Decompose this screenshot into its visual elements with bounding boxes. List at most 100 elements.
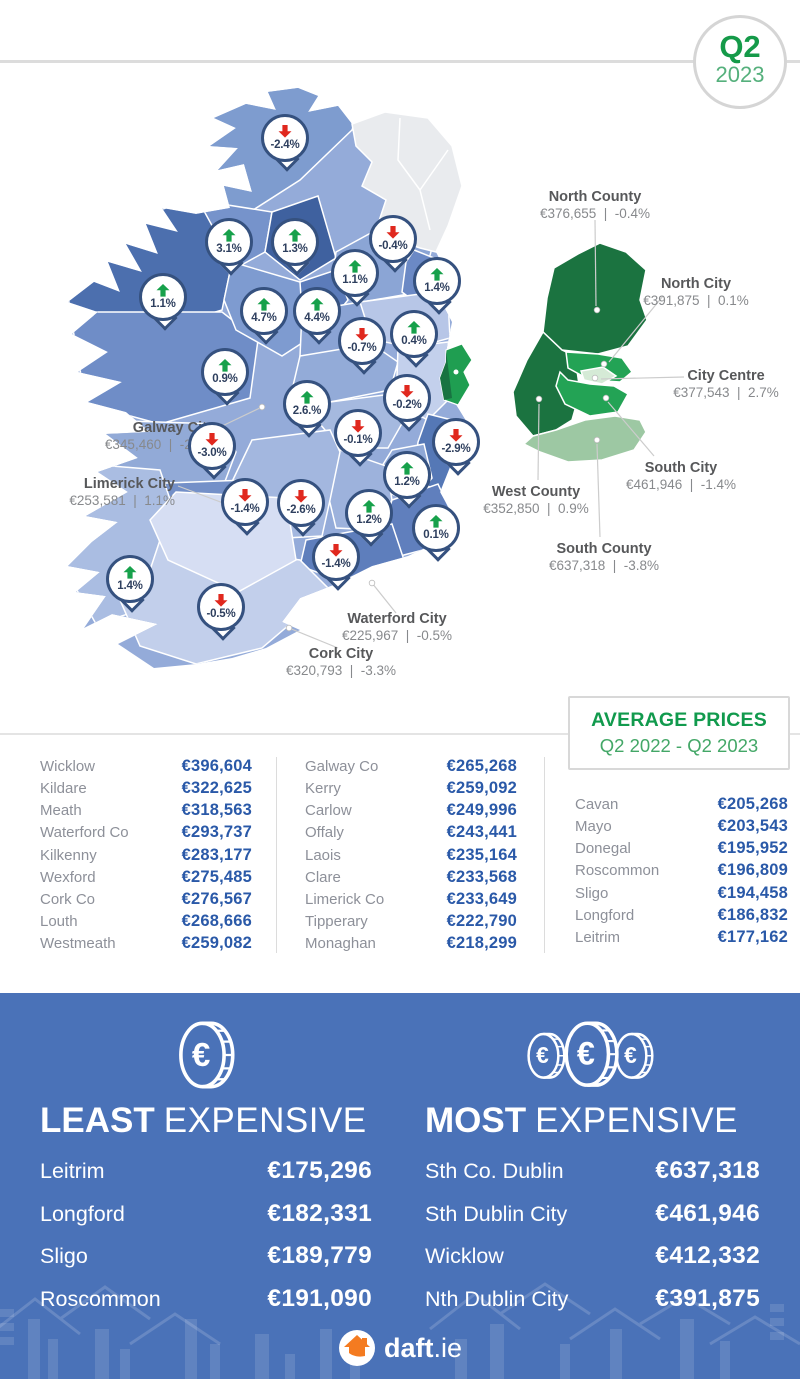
pin-circle: 1.4%: [106, 555, 154, 603]
area-name: South County: [556, 541, 652, 557]
county-name: Leitrim: [575, 928, 621, 946]
map-pins-layer: -2.4% 3.1% 1.3% -0.4% 1.1% 1.4% 1.1% 4.7% 4.4% -0…: [106, 114, 480, 643]
arrow-down-icon: [294, 489, 308, 503]
area-name: North City: [660, 276, 732, 292]
pin-circle: -3.0%: [188, 422, 236, 470]
county-price: €276,567: [181, 889, 252, 908]
pin-circle: -0.5%: [197, 583, 245, 631]
county-price: €177,162: [717, 927, 788, 946]
pin-circle: -2.4%: [261, 114, 309, 162]
arrow-down-icon: [205, 432, 219, 446]
map-pin: -2.4%: [261, 114, 309, 174]
arrow-down-icon: [355, 327, 369, 341]
map-pin: -0.5%: [197, 583, 245, 643]
pin-circle: 1.2%: [345, 489, 393, 537]
price-column-1: Wicklow €396,604 Kildare €322,625 Meath €318,…: [40, 757, 252, 956]
area-value: €352,850 | 0.9%: [483, 500, 589, 516]
county-price: €268,666: [181, 911, 252, 930]
map-pin: 1.2%: [383, 451, 431, 511]
area-value: €637,318 | -3.8%: [548, 557, 660, 573]
area-name: Cork City: [308, 646, 374, 662]
map-pin: -1.4%: [312, 533, 360, 593]
pin-value: 1.3%: [282, 242, 308, 255]
pin-value: 2.6.%: [292, 404, 322, 417]
map-pin: -2.6%: [277, 479, 325, 539]
area-value: €345,460 | -2.1%: [104, 436, 215, 452]
pin-value: -2.9%: [441, 442, 471, 455]
arrow-up-icon: [123, 565, 137, 579]
daft-logo-icon: [338, 1330, 375, 1366]
pin-value: -0.2%: [392, 398, 422, 411]
price-table-row: Waterford Co €293,737: [40, 823, 252, 845]
pin-circle: 0.1%: [412, 504, 460, 552]
county-name: Cavan: [575, 796, 619, 813]
skyline-decoration: [0, 1282, 800, 1379]
arrow-down-icon: [449, 428, 463, 442]
county-name: Limerick Co: [305, 890, 385, 908]
county-name: Offaly: [305, 824, 344, 842]
average-prices-title: AVERAGE PRICES: [591, 709, 767, 731]
pin-value: -0.1%: [343, 433, 373, 446]
county-price: €222,790: [446, 911, 517, 930]
price-table-row: Offaly €243,441: [305, 823, 517, 845]
pin-value: -0.4%: [378, 239, 408, 252]
arrow-up-icon: [156, 283, 170, 297]
county-name: Laois: [305, 846, 341, 864]
map-pin: 1.3%: [271, 218, 319, 278]
pin-value: -3.0%: [197, 446, 227, 459]
row-price: €182,331: [267, 1199, 372, 1227]
most-expensive-block: MOST EXPENSIVE Sth Co. Dublin €637,318 Sth …: [425, 993, 760, 1327]
heading-bold: LEAST: [40, 1101, 155, 1140]
pin-circle: 1.4%: [413, 257, 461, 305]
price-table-row: Leitrim €177,162: [575, 928, 788, 950]
map-pin: 1.2%: [345, 489, 393, 549]
pin-value: 1.2%: [356, 513, 382, 526]
row-price: €461,946: [655, 1199, 760, 1227]
county-name: Kilkenny: [40, 846, 97, 864]
dublin-area-label: North City €391,875 | 0.1%: [643, 276, 749, 310]
city-callout: Cork City €320,793 | -3.3%: [286, 646, 396, 680]
row-name: Sligo: [40, 1244, 88, 1268]
dublin-area-label: South City €461,946 | -1.4%: [626, 460, 736, 494]
county-name: Kerry: [305, 780, 341, 798]
expensive-row: Sth Dublin City €461,946: [425, 1200, 760, 1228]
column-divider: [544, 757, 545, 953]
pin-value: 4.4%: [304, 311, 330, 324]
price-table-row: Donegal €195,952: [575, 839, 788, 861]
top-divider-line: [0, 60, 800, 63]
county-price: €233,649: [446, 889, 517, 908]
row-name: Leitrim: [40, 1159, 105, 1183]
dublin-area-label: West County €352,850 | 0.9%: [483, 484, 589, 518]
expensive-row: Leitrim €175,296: [40, 1157, 372, 1185]
map-pin: 3.1%: [205, 218, 253, 278]
pin-value: -1.4%: [321, 557, 351, 570]
daft-logo-text: daft.ie: [383, 1332, 463, 1363]
city-callout: Limerick City €253,581 | 1.1%: [69, 476, 175, 510]
area-value: €320,793 | -3.3%: [285, 662, 397, 678]
quarter-badge: Q2 2023: [693, 15, 787, 109]
northern-ireland-region: [351, 111, 463, 253]
pin-circle: 1.1%: [331, 249, 379, 297]
dublin-map-region: [439, 343, 473, 406]
price-table-row: Cork Co €276,567: [40, 890, 252, 912]
arrow-up-icon: [400, 461, 414, 475]
map-pin: 0.1%: [412, 504, 460, 564]
price-table-row: Mayo €203,543: [575, 817, 788, 839]
pin-value: 1.4%: [424, 281, 450, 294]
county-price: €194,458: [717, 883, 788, 902]
county-price: €195,952: [717, 839, 788, 858]
most-expensive-heading: MOST EXPENSIVE: [425, 1101, 760, 1141]
pin-circle: 1.1%: [139, 273, 187, 321]
price-table-row: Laois €235,164: [305, 846, 517, 868]
county-price: €233,568: [446, 867, 517, 886]
price-table-row: Westmeath €259,082: [40, 934, 252, 956]
price-table-row: Louth €268,666: [40, 912, 252, 934]
county-name: Cork Co: [40, 890, 96, 908]
row-name: Longford: [40, 1201, 125, 1226]
county-price: €265,268: [446, 757, 517, 775]
expensive-row: Wicklow €412,332: [425, 1242, 760, 1270]
price-column-2: Galway Co €265,268 Kerry €259,092 Carlow €249…: [305, 757, 517, 956]
map-pin: -3.0%: [188, 422, 236, 482]
arrow-up-icon: [348, 259, 362, 273]
area-name: Waterford City: [347, 611, 447, 627]
